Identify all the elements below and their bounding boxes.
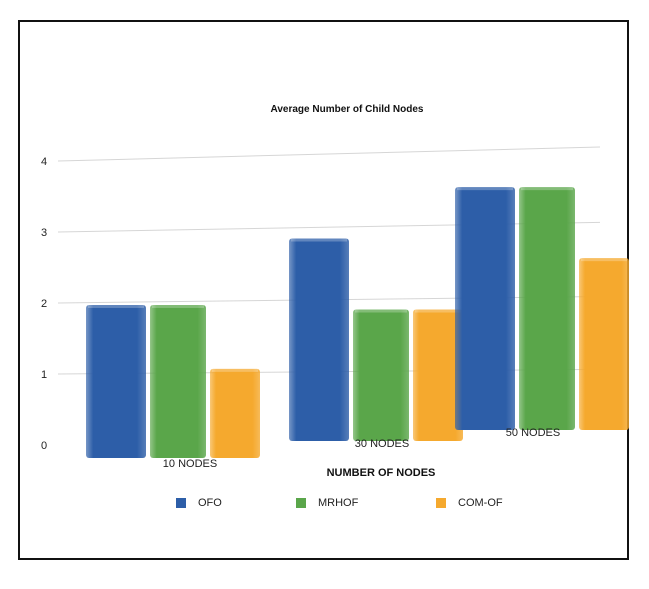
legend-swatch-ofo: [176, 498, 186, 508]
bar-highlight: [355, 309, 407, 313]
bar-ofo-50-nodes: [455, 187, 515, 430]
grid-line: [57, 221, 601, 233]
category-label-50-nodes: 50 NODES: [506, 427, 560, 439]
bar-highlight: [88, 304, 144, 308]
bar-mrhof-30-nodes: [353, 309, 409, 441]
bar-highlight: [291, 238, 347, 242]
legend-swatch-com-of: [436, 498, 446, 508]
bar-ofo-10-nodes: [86, 304, 146, 458]
grid-line: [57, 146, 601, 162]
y-tick-label: 3: [41, 227, 47, 239]
legend-item-com-of: COM-OF: [436, 497, 503, 509]
bar-highlight: [212, 368, 258, 372]
chart-title: Average Number of Child Nodes: [271, 104, 424, 115]
bar-com-of-50-nodes: [579, 258, 629, 430]
legend-swatch-mrhof: [296, 498, 306, 508]
legend-label-com-of: COM-OF: [458, 497, 503, 509]
bar-com-of-30-nodes: [413, 309, 463, 441]
y-tick-label: 0: [41, 440, 47, 452]
bar-highlight: [521, 187, 573, 191]
legend-label-mrhof: MRHOF: [318, 497, 359, 509]
bar-highlight: [581, 258, 627, 262]
legend-item-ofo: OFO: [176, 497, 222, 509]
y-tick-label: 2: [41, 298, 47, 310]
x-axis-title: NUMBER OF NODES: [327, 467, 436, 479]
bar-highlight: [457, 187, 513, 191]
y-tick-label: 4: [41, 156, 47, 168]
category-labels: 10 NODES 30 NODES 50 NODES: [163, 427, 560, 470]
category-label-30-nodes: 30 NODES: [355, 438, 409, 450]
y-tick-label: 1: [41, 369, 47, 381]
bar-highlight: [152, 304, 204, 308]
category-label-10-nodes: 10 NODES: [163, 458, 217, 470]
bar-mrhof-10-nodes: [150, 304, 206, 458]
bar-com-of-10-nodes: [210, 368, 260, 458]
legend-item-mrhof: MRHOF: [296, 497, 358, 509]
legend-label-ofo: OFO: [198, 497, 222, 509]
bar-mrhof-50-nodes: [519, 187, 575, 430]
bar-highlight: [415, 309, 461, 313]
y-axis-ticks: 0 1 2 3 4: [41, 156, 47, 452]
bar-ofo-30-nodes: [289, 238, 349, 441]
bars: [86, 187, 629, 458]
